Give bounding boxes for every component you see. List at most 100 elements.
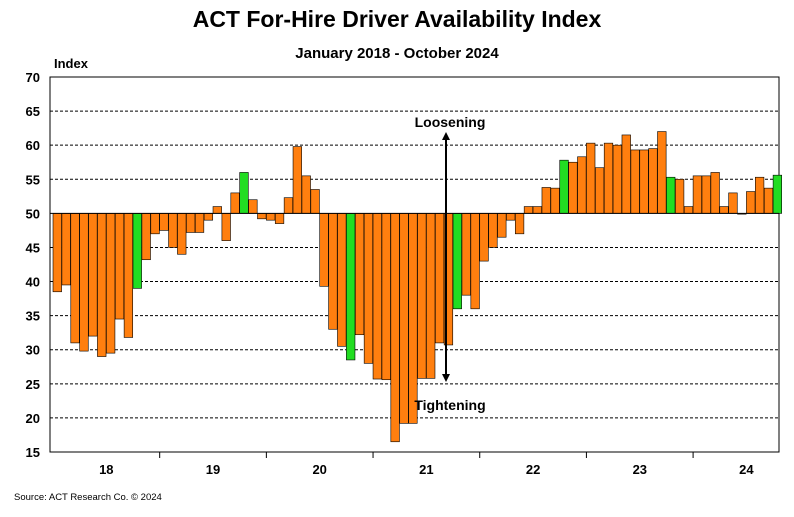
bar (221, 213, 231, 241)
bar (763, 187, 774, 214)
bar (532, 206, 542, 214)
bar (417, 213, 427, 379)
x-tick-label: 23 (633, 462, 647, 477)
bar (381, 213, 391, 381)
bar (150, 213, 160, 235)
bar (159, 213, 169, 231)
bar (710, 172, 720, 214)
y-tick-label: 50 (26, 206, 40, 221)
x-tick-label: 20 (312, 462, 326, 477)
bar (461, 213, 471, 296)
chart-title: ACT For-Hire Driver Availability Index (192, 6, 602, 32)
bar (337, 213, 347, 347)
y-tick-label: 70 (26, 70, 40, 85)
x-tick-label: 22 (526, 462, 540, 477)
bar (746, 191, 756, 214)
bar (755, 176, 765, 214)
bar (630, 149, 640, 214)
annotation-loosening: Loosening (415, 114, 486, 130)
y-tick-label: 35 (26, 309, 40, 324)
bar (328, 213, 338, 330)
bar (488, 213, 498, 248)
y-tick-label: 30 (26, 343, 40, 358)
bar (426, 213, 436, 379)
bar (506, 213, 516, 221)
bar (310, 189, 320, 214)
bar (177, 213, 187, 255)
bar (70, 213, 80, 344)
bar (675, 178, 685, 214)
bar (479, 213, 489, 262)
bar (239, 172, 249, 214)
bar (399, 213, 409, 424)
bar (301, 175, 311, 214)
bar (230, 192, 240, 214)
bar (248, 199, 258, 214)
bar (408, 213, 418, 424)
bar (292, 146, 302, 214)
bar (363, 213, 374, 364)
bar (603, 142, 614, 214)
bar (621, 134, 631, 214)
bar (97, 213, 107, 357)
bar (52, 213, 62, 293)
bar (203, 213, 214, 221)
bar (283, 197, 294, 214)
bar (141, 213, 151, 261)
bar (666, 176, 676, 214)
bar (114, 213, 125, 320)
bar (319, 213, 329, 287)
bar (194, 213, 205, 233)
bar (550, 187, 560, 214)
bar (701, 175, 711, 214)
bar (523, 206, 534, 214)
bar (612, 144, 622, 214)
bar (692, 175, 702, 214)
bar (266, 213, 276, 221)
y-tick-label: 55 (26, 172, 40, 187)
y-tick-label: 60 (26, 138, 40, 153)
annotation-tightening: Tightening (414, 397, 485, 413)
bar (274, 213, 285, 224)
bar (594, 167, 605, 214)
bar (186, 213, 196, 233)
bar (132, 213, 142, 289)
bar (728, 192, 738, 214)
arrow-up-head (442, 132, 450, 140)
bar (372, 213, 382, 380)
bar (346, 213, 356, 361)
bar (772, 174, 782, 214)
bar (559, 159, 569, 214)
x-tick-label: 18 (99, 462, 113, 477)
chart-subtitle: January 2018 - October 2024 (295, 45, 499, 62)
bar (106, 213, 116, 354)
bar (452, 213, 462, 310)
bar (497, 213, 507, 238)
bar (568, 161, 578, 214)
bar (586, 142, 596, 214)
x-tick-label: 21 (419, 462, 433, 477)
bar (123, 213, 134, 338)
y-tick-label: 65 (26, 104, 40, 119)
bar (577, 156, 587, 214)
bar (657, 131, 667, 214)
bar (683, 206, 694, 214)
y-axis-label: Index (54, 56, 88, 71)
bar (257, 213, 267, 220)
bar (434, 213, 445, 344)
bar (648, 148, 658, 214)
bar (168, 213, 178, 248)
bar (79, 213, 89, 352)
bar (470, 213, 480, 310)
y-tick-label: 45 (26, 240, 40, 255)
bar (88, 213, 98, 337)
x-tick-label: 19 (206, 462, 220, 477)
bar (390, 213, 400, 443)
bar (639, 149, 649, 214)
bar (541, 187, 551, 214)
source-note: Source: ACT Research Co. © 2024 (14, 492, 162, 503)
bar (719, 206, 729, 214)
bar (212, 206, 222, 214)
y-tick-label: 40 (26, 275, 40, 290)
